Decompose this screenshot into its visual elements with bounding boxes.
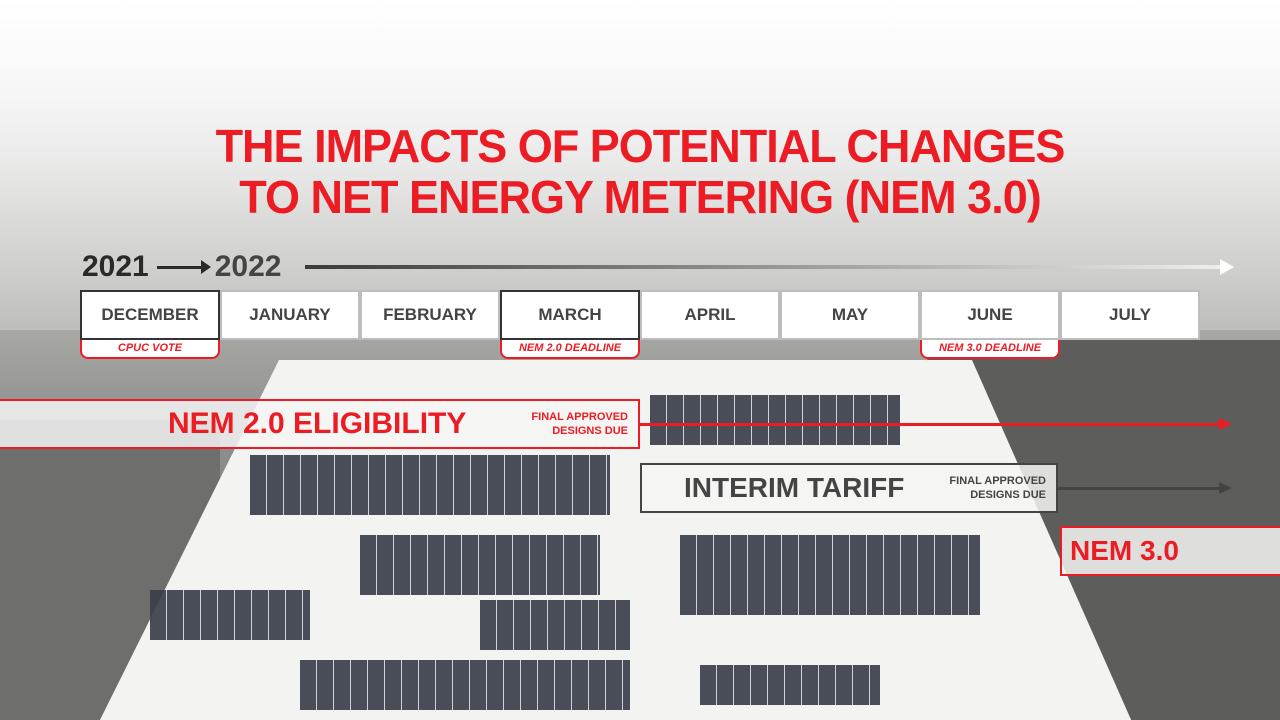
milestone-nem2-deadline: NEM 2.0 DEADLINE <box>500 340 640 359</box>
year-range: 2021 2022 <box>82 250 282 283</box>
month-april: APRIL <box>640 290 780 340</box>
interim-arrow <box>1058 482 1232 494</box>
arrow-right-icon <box>156 259 211 274</box>
phase-interim-tariff: INTERIM TARIFF FINAL APPROVED DESIGNS DU… <box>640 463 1058 513</box>
month-june: JUNE <box>920 290 1060 340</box>
timeline-arrow <box>305 259 1234 275</box>
month-row: DECEMBER JANUARY FEBRUARY MARCH APRIL MA… <box>80 290 1200 340</box>
page-title: THE IMPACTS OF POTENTIAL CHANGES TO NET … <box>215 119 1066 223</box>
milestone-cpuc-vote: CPUC VOTE <box>80 340 220 359</box>
month-february: FEBRUARY <box>360 290 500 340</box>
phase-nem3: NEM 3.0 <box>1060 526 1280 576</box>
month-may: MAY <box>780 290 920 340</box>
phase-nem2-eligibility: NEM 2.0 ELIGIBILITY FINAL APPROVED DESIG… <box>0 399 640 449</box>
nem2-arrow <box>640 418 1232 430</box>
month-january: JANUARY <box>220 290 360 340</box>
month-december: DECEMBER <box>80 290 220 340</box>
milestone-nem3-deadline: NEM 3.0 DEADLINE <box>920 340 1060 359</box>
month-march: MARCH <box>500 290 640 340</box>
month-july: JULY <box>1060 290 1200 340</box>
